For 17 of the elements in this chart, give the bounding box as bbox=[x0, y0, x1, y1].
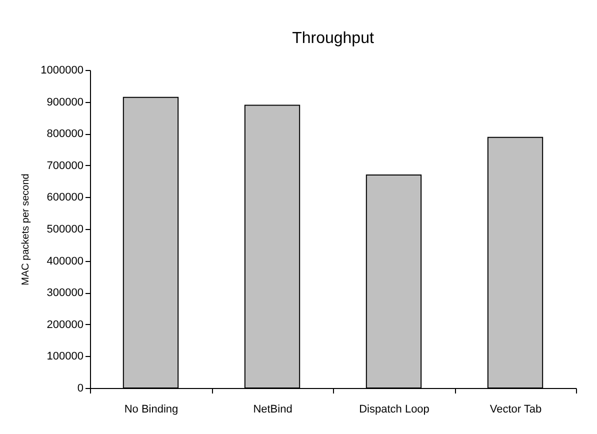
chart-title: Throughput bbox=[292, 30, 374, 47]
x-tick-label: Dispatch Loop bbox=[359, 404, 430, 416]
y-axis-title: MAC packets per second bbox=[20, 174, 32, 286]
y-tick-label: 500000 bbox=[46, 224, 84, 236]
y-tick-label: 300000 bbox=[46, 287, 84, 300]
y-tick-label: 0 bbox=[77, 382, 84, 394]
y-tick-label: 100000 bbox=[46, 350, 84, 363]
y-tick-label: 600000 bbox=[46, 192, 84, 204]
y-tick-label: 400000 bbox=[46, 255, 84, 268]
y-tick-label: 800000 bbox=[46, 128, 84, 140]
x-tick-label: No Binding bbox=[124, 404, 178, 416]
x-tick-label: Vector Tab bbox=[490, 404, 542, 416]
y-tick-label: 700000 bbox=[46, 160, 84, 172]
y-tick-label: 1000000 bbox=[40, 64, 84, 76]
y-tick-label: 200000 bbox=[46, 318, 84, 331]
x-tick-label: NetBind bbox=[253, 404, 292, 416]
y-tick-label: 900000 bbox=[46, 96, 84, 108]
